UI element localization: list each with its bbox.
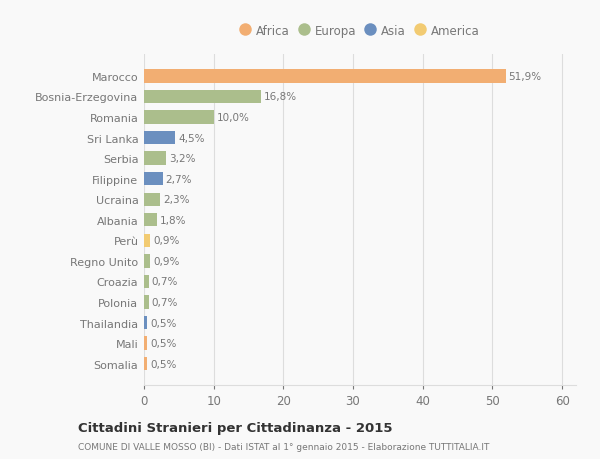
Text: 16,8%: 16,8% xyxy=(264,92,297,102)
Text: COMUNE DI VALLE MOSSO (BI) - Dati ISTAT al 1° gennaio 2015 - Elaborazione TUTTIT: COMUNE DI VALLE MOSSO (BI) - Dati ISTAT … xyxy=(78,442,490,451)
Bar xyxy=(144,90,261,104)
Bar xyxy=(144,213,157,227)
Text: 51,9%: 51,9% xyxy=(508,72,542,82)
Text: 0,5%: 0,5% xyxy=(150,359,176,369)
Text: 1,8%: 1,8% xyxy=(160,215,186,225)
Bar xyxy=(144,316,148,330)
Text: 2,7%: 2,7% xyxy=(166,174,192,185)
Text: Cittadini Stranieri per Cittadinanza - 2015: Cittadini Stranieri per Cittadinanza - 2… xyxy=(78,421,392,434)
Text: 0,7%: 0,7% xyxy=(152,277,178,287)
Bar xyxy=(144,357,148,370)
Text: 0,5%: 0,5% xyxy=(150,338,176,348)
Bar xyxy=(144,193,160,207)
Bar xyxy=(144,111,214,124)
Text: 2,3%: 2,3% xyxy=(163,195,190,205)
Bar xyxy=(144,234,150,247)
Text: 10,0%: 10,0% xyxy=(217,113,250,123)
Text: 0,7%: 0,7% xyxy=(152,297,178,308)
Bar xyxy=(144,296,149,309)
Text: 0,9%: 0,9% xyxy=(153,256,179,266)
Bar xyxy=(144,132,175,145)
Text: 3,2%: 3,2% xyxy=(169,154,196,164)
Bar xyxy=(144,275,149,289)
Legend: Africa, Europa, Asia, America: Africa, Europa, Asia, America xyxy=(237,21,483,41)
Text: 0,5%: 0,5% xyxy=(150,318,176,328)
Text: 0,9%: 0,9% xyxy=(153,236,179,246)
Bar xyxy=(144,255,150,268)
Bar xyxy=(144,70,506,84)
Bar xyxy=(144,173,163,186)
Bar xyxy=(144,152,166,165)
Bar xyxy=(144,337,148,350)
Text: 4,5%: 4,5% xyxy=(178,133,205,143)
